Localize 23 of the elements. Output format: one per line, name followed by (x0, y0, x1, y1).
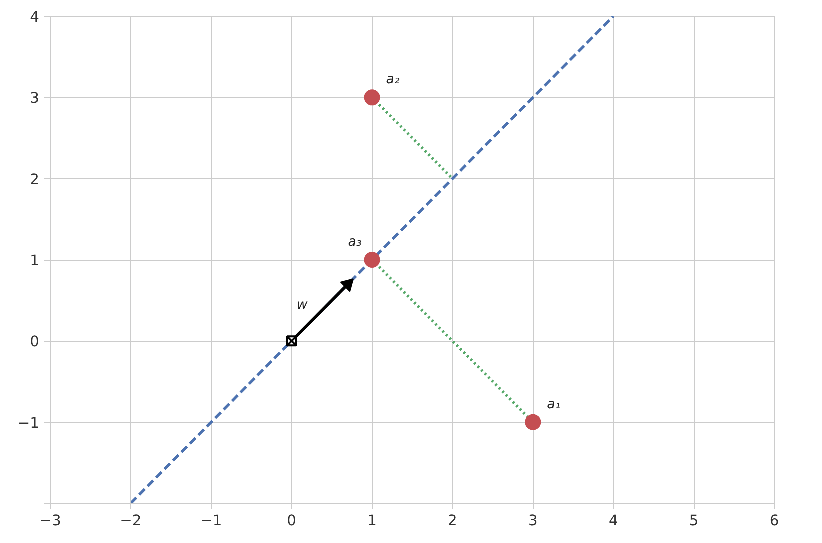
y-tick-label: 1 (30, 252, 40, 270)
y-tick-label: 0 (30, 334, 40, 351)
x-tick-label: 1 (368, 512, 377, 530)
y-tick-label: 4 (30, 9, 40, 26)
y-tick-label: 2 (30, 171, 40, 188)
y-tick-label: 3 (30, 90, 40, 108)
series-label: a₂ (386, 72, 400, 88)
x-tick-label: −1 (200, 512, 222, 530)
x-tick-label: 6 (770, 512, 780, 530)
series-label: w (296, 298, 308, 314)
x-tick-label: −3 (40, 512, 62, 530)
point (364, 252, 380, 268)
series-label: a₃ (348, 235, 362, 250)
x-tick-label: 2 (448, 512, 458, 530)
series-label: a₁ (547, 397, 561, 412)
x-tick-label: 4 (608, 512, 618, 530)
point (525, 414, 542, 430)
x-tick-label: 0 (287, 512, 296, 530)
point (364, 90, 380, 106)
x-tick-label: −2 (120, 512, 142, 530)
x-tick-label: 3 (528, 512, 538, 530)
y-tick-label: −1 (18, 414, 40, 432)
x-tick-label: 5 (689, 512, 699, 530)
